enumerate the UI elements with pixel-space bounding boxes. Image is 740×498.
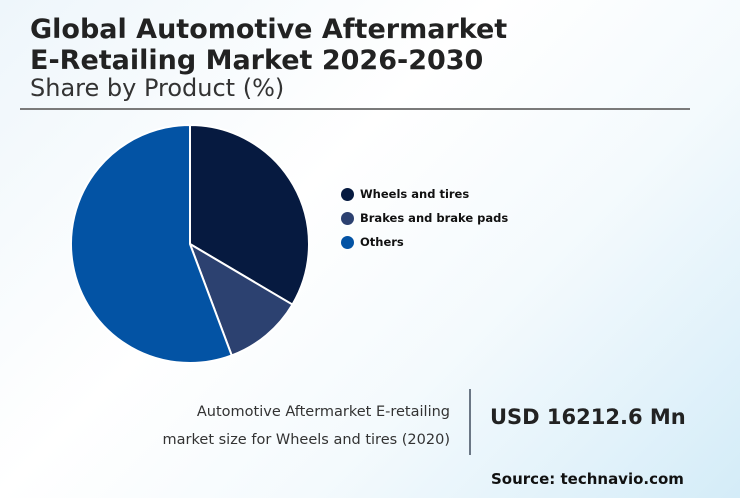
market-size-description: Automotive Aftermarket E-retailing marke… (162, 404, 450, 448)
legend-dot-icon (341, 235, 354, 249)
pie-chart (70, 123, 310, 364)
source-credit: Source: technavio.com (491, 470, 684, 488)
legend-dot-icon (341, 211, 354, 225)
legend-item-wheels-and-tires: Wheels and tires (341, 176, 508, 212)
pie-slice-wheels-and-tires (189, 123, 310, 306)
legend-dot-icon (341, 187, 354, 201)
legend-item-others: Others (341, 224, 508, 260)
pie-slice-brakes-and-brake-pads (188, 241, 294, 357)
market-size-value: USD 16212.6 Mn (490, 405, 686, 429)
title-divider (20, 108, 690, 110)
info-divider (469, 389, 471, 455)
chart-title: Global Automotive Aftermarket E-Retailin… (30, 14, 507, 76)
legend-item-brakes: Brakes and brake pads (341, 200, 508, 236)
title-line-1: Global Automotive Aftermarket (30, 14, 508, 45)
chart-subtitle: Share by Product (%) (30, 74, 285, 102)
title-line-2: E-Retailing Market 2026-2030 (30, 45, 484, 76)
legend: Wheels and tires Brakes and brake pads O… (341, 176, 508, 260)
pie-slice-others (70, 123, 234, 364)
